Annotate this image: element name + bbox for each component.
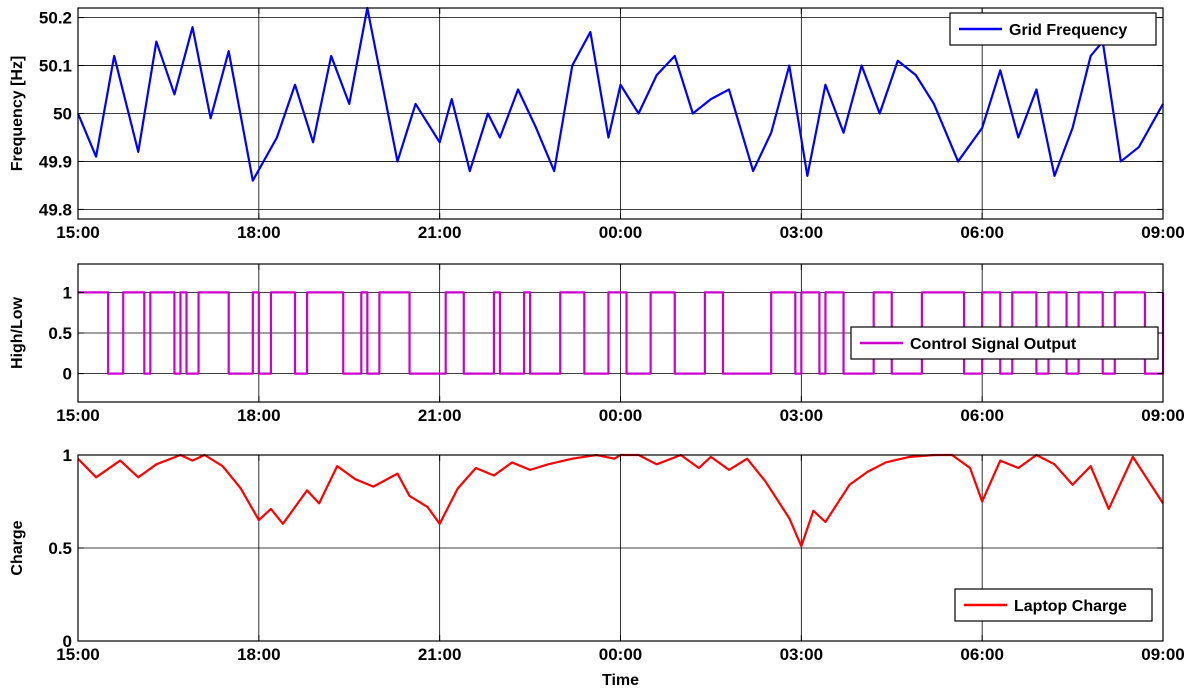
x-tick-label: 00:00 [599, 406, 642, 425]
x-tick-label: 03:00 [780, 406, 823, 425]
series-line-control [78, 291, 1165, 375]
legend: Control Signal Output [850, 326, 1159, 360]
x-tick-label: 18:00 [237, 645, 280, 664]
y-tick-label: 1 [63, 446, 72, 465]
x-tick-label: 18:00 [237, 406, 280, 425]
x-tick-label: 21:00 [418, 406, 461, 425]
x-tick-label: 09:00 [1141, 645, 1184, 664]
x-tick-label: 00:00 [599, 645, 642, 664]
x-tick-label: 06:00 [960, 223, 1003, 242]
x-tick-label: 03:00 [780, 645, 823, 664]
y-tick-label: 50.2 [39, 9, 72, 28]
chart-frequency: 15:00 18:00 21:00 00:00 03:00 06:00 09:00 49.8 4… [9, 6, 1185, 242]
x-tick-label: 15:00 [56, 645, 99, 664]
y-tick-label: 49.9 [39, 152, 72, 171]
y-tick-label: 50 [53, 105, 72, 124]
x-tick-label: 18:00 [237, 223, 280, 242]
x-tick-label: 15:00 [56, 223, 99, 242]
y-tick-label: 49.8 [39, 200, 72, 219]
y-tick-label: 50.1 [39, 57, 72, 76]
chart-charge: 15:00 18:00 21:00 00:00 03:00 06:00 09:00 0 0.5 1… [9, 446, 1185, 689]
x-tick-label: 03:00 [780, 223, 823, 242]
x-tick-label: 09:00 [1141, 406, 1184, 425]
legend: Laptop Charge [954, 588, 1153, 622]
x-tick-label: 21:00 [418, 223, 461, 242]
x-tick-label: 06:00 [960, 406, 1003, 425]
y-axis-label: High/Low [9, 296, 26, 369]
y-tick-label: 0.5 [48, 324, 72, 343]
series-line-charge [77, 453, 1164, 548]
x-tick-label: 15:00 [56, 406, 99, 425]
x-axis-label: Time [602, 672, 639, 689]
y-tick-label: 0 [63, 632, 72, 651]
y-tick-label: 0.5 [48, 539, 72, 558]
legend-label: Control Signal Output [910, 336, 1077, 353]
x-tick-label: 06:00 [960, 645, 1003, 664]
y-axis-label: Frequency [Hz] [9, 56, 26, 172]
y-axis-label: Charge [9, 520, 26, 575]
x-tick-label: 09:00 [1141, 223, 1184, 242]
x-tick-label: 00:00 [599, 223, 642, 242]
chart-control: 15:00 18:00 21:00 00:00 03:00 06:00 09:00 0 0.5 1… [9, 263, 1185, 425]
x-tick-label: 21:00 [418, 645, 461, 664]
legend-label: Laptop Charge [1014, 598, 1127, 615]
y-tick-label: 1 [63, 283, 72, 302]
legend-label: Grid Frequency [1009, 22, 1127, 39]
legend: Grid Frequency [949, 12, 1157, 46]
series-line-frequency [76, 6, 1164, 182]
y-tick-label: 0 [63, 365, 72, 384]
